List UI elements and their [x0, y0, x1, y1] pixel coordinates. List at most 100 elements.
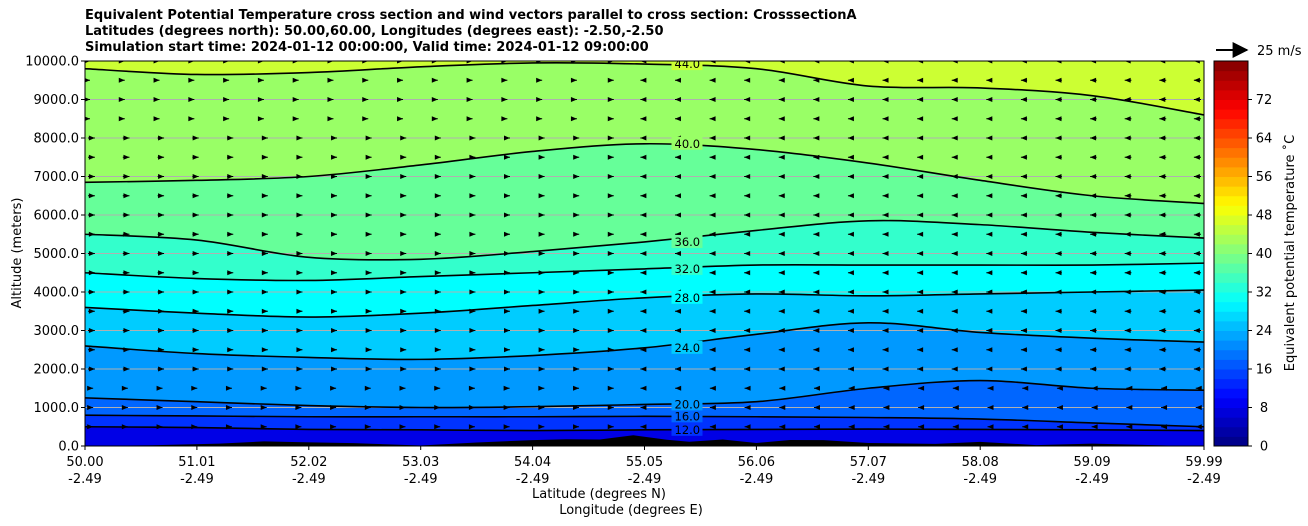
wind-vector [847, 116, 854, 122]
wind-vector [640, 366, 647, 372]
wind-vector [709, 212, 716, 218]
wind-vector [261, 308, 268, 314]
wind-vector [192, 347, 199, 353]
wind-vector [744, 77, 751, 83]
title-line-2: Latitudes (degrees north): 50.00,60.00, … [85, 24, 664, 39]
wind-vector [292, 61, 299, 64]
wind-vector [709, 174, 716, 179]
wind-vector [466, 61, 473, 64]
wind-vector [538, 251, 545, 256]
wind-vector [779, 424, 786, 430]
colorbar-tick-label: 40 [1256, 247, 1273, 262]
wind-vector [296, 347, 303, 353]
wind-vector [1193, 270, 1201, 276]
wind-vector [261, 193, 268, 199]
contour-label-44.0: 44.0 [671, 61, 703, 71]
wind-vector [296, 328, 303, 333]
wind-vector [1159, 328, 1167, 333]
x-tick-lat: 56.06 [738, 455, 775, 470]
wind-vector [1193, 135, 1201, 141]
svg-text:36.0: 36.0 [675, 235, 701, 249]
wind-vector [882, 347, 889, 353]
wind-vector [986, 251, 993, 256]
wind-vector [607, 405, 614, 410]
wind-vector [607, 366, 614, 372]
contour-44.0 [85, 61, 1204, 116]
wind-vector [188, 77, 195, 83]
wind-vector [607, 328, 614, 333]
wind-vector [1090, 328, 1097, 333]
wind-vector [882, 77, 889, 83]
colorbar-step [1214, 397, 1248, 408]
wind-vector [951, 193, 958, 199]
colorbar-step [1214, 407, 1248, 418]
wind-vector [709, 347, 716, 353]
wind-vector [469, 347, 476, 353]
wind-vector [778, 116, 785, 122]
wind-vector [1124, 154, 1132, 160]
wind-vector [157, 231, 165, 237]
wind-vector [813, 193, 820, 199]
wind-vector [675, 385, 682, 391]
wind-vector [573, 289, 580, 295]
wind-vector [434, 347, 441, 353]
wind-vector [640, 385, 647, 391]
wind-vector [1193, 97, 1201, 102]
wind-vector [570, 97, 577, 102]
wind-vector [466, 97, 473, 102]
wind-vector [778, 270, 785, 276]
colorbar-step [1214, 388, 1248, 399]
colorbar-tick-label: 72 [1256, 93, 1273, 108]
wind-vector [709, 289, 716, 295]
wind-vector [1193, 366, 1201, 372]
wind-vector [503, 424, 510, 430]
wind-vector [573, 347, 580, 353]
wind-vector [607, 270, 614, 276]
wind-vector [813, 289, 820, 295]
wind-vector [847, 135, 854, 141]
wind-vector [1022, 424, 1029, 430]
wind-vector [573, 212, 580, 218]
wind-vector [503, 385, 510, 391]
x-tick-lon: -2.49 [740, 472, 774, 487]
wind-vector [709, 193, 716, 199]
x-tick-lat: 52.02 [290, 455, 327, 470]
x-tick-lat: 58.08 [962, 455, 999, 470]
wind-vector [261, 328, 268, 333]
colorbar-step [1214, 359, 1248, 370]
colorbar-step [1214, 436, 1248, 447]
wind-vector [227, 212, 234, 218]
wind-vector [295, 405, 302, 410]
wind-vector [986, 135, 993, 141]
wind-vector [607, 174, 614, 179]
colorbar-step [1214, 138, 1248, 149]
colorbar-step [1214, 186, 1248, 197]
wind-vector [192, 366, 199, 372]
wind-vector [192, 193, 199, 199]
wind-vector [778, 289, 785, 295]
wind-vector [813, 174, 820, 179]
wind-vector [88, 308, 95, 314]
x-tick-lat: 53.03 [402, 455, 439, 470]
wind-vector [882, 328, 889, 333]
wind-vector [709, 97, 716, 102]
wind-vector [607, 154, 614, 160]
wind-vector [778, 251, 785, 256]
wind-vector [153, 61, 160, 64]
colorbar-tick-label: 48 [1256, 209, 1273, 224]
wind-vector [1159, 193, 1167, 199]
colorbar-tick-label: 32 [1256, 286, 1273, 301]
wind-vector [331, 328, 338, 333]
contour-40.0 [85, 142, 1204, 205]
wind-vector [88, 193, 95, 199]
wind-vector [640, 61, 647, 64]
wind-vector [607, 424, 614, 430]
colorbar-step [1214, 330, 1248, 341]
contour-label-32.0: 32.0 [671, 261, 703, 276]
wind-vector [296, 289, 303, 295]
wind-vector [744, 61, 751, 64]
wind-vector [882, 174, 889, 179]
wind-vector [122, 328, 130, 333]
wind-vector [1020, 116, 1028, 122]
wind-vector [573, 308, 580, 314]
